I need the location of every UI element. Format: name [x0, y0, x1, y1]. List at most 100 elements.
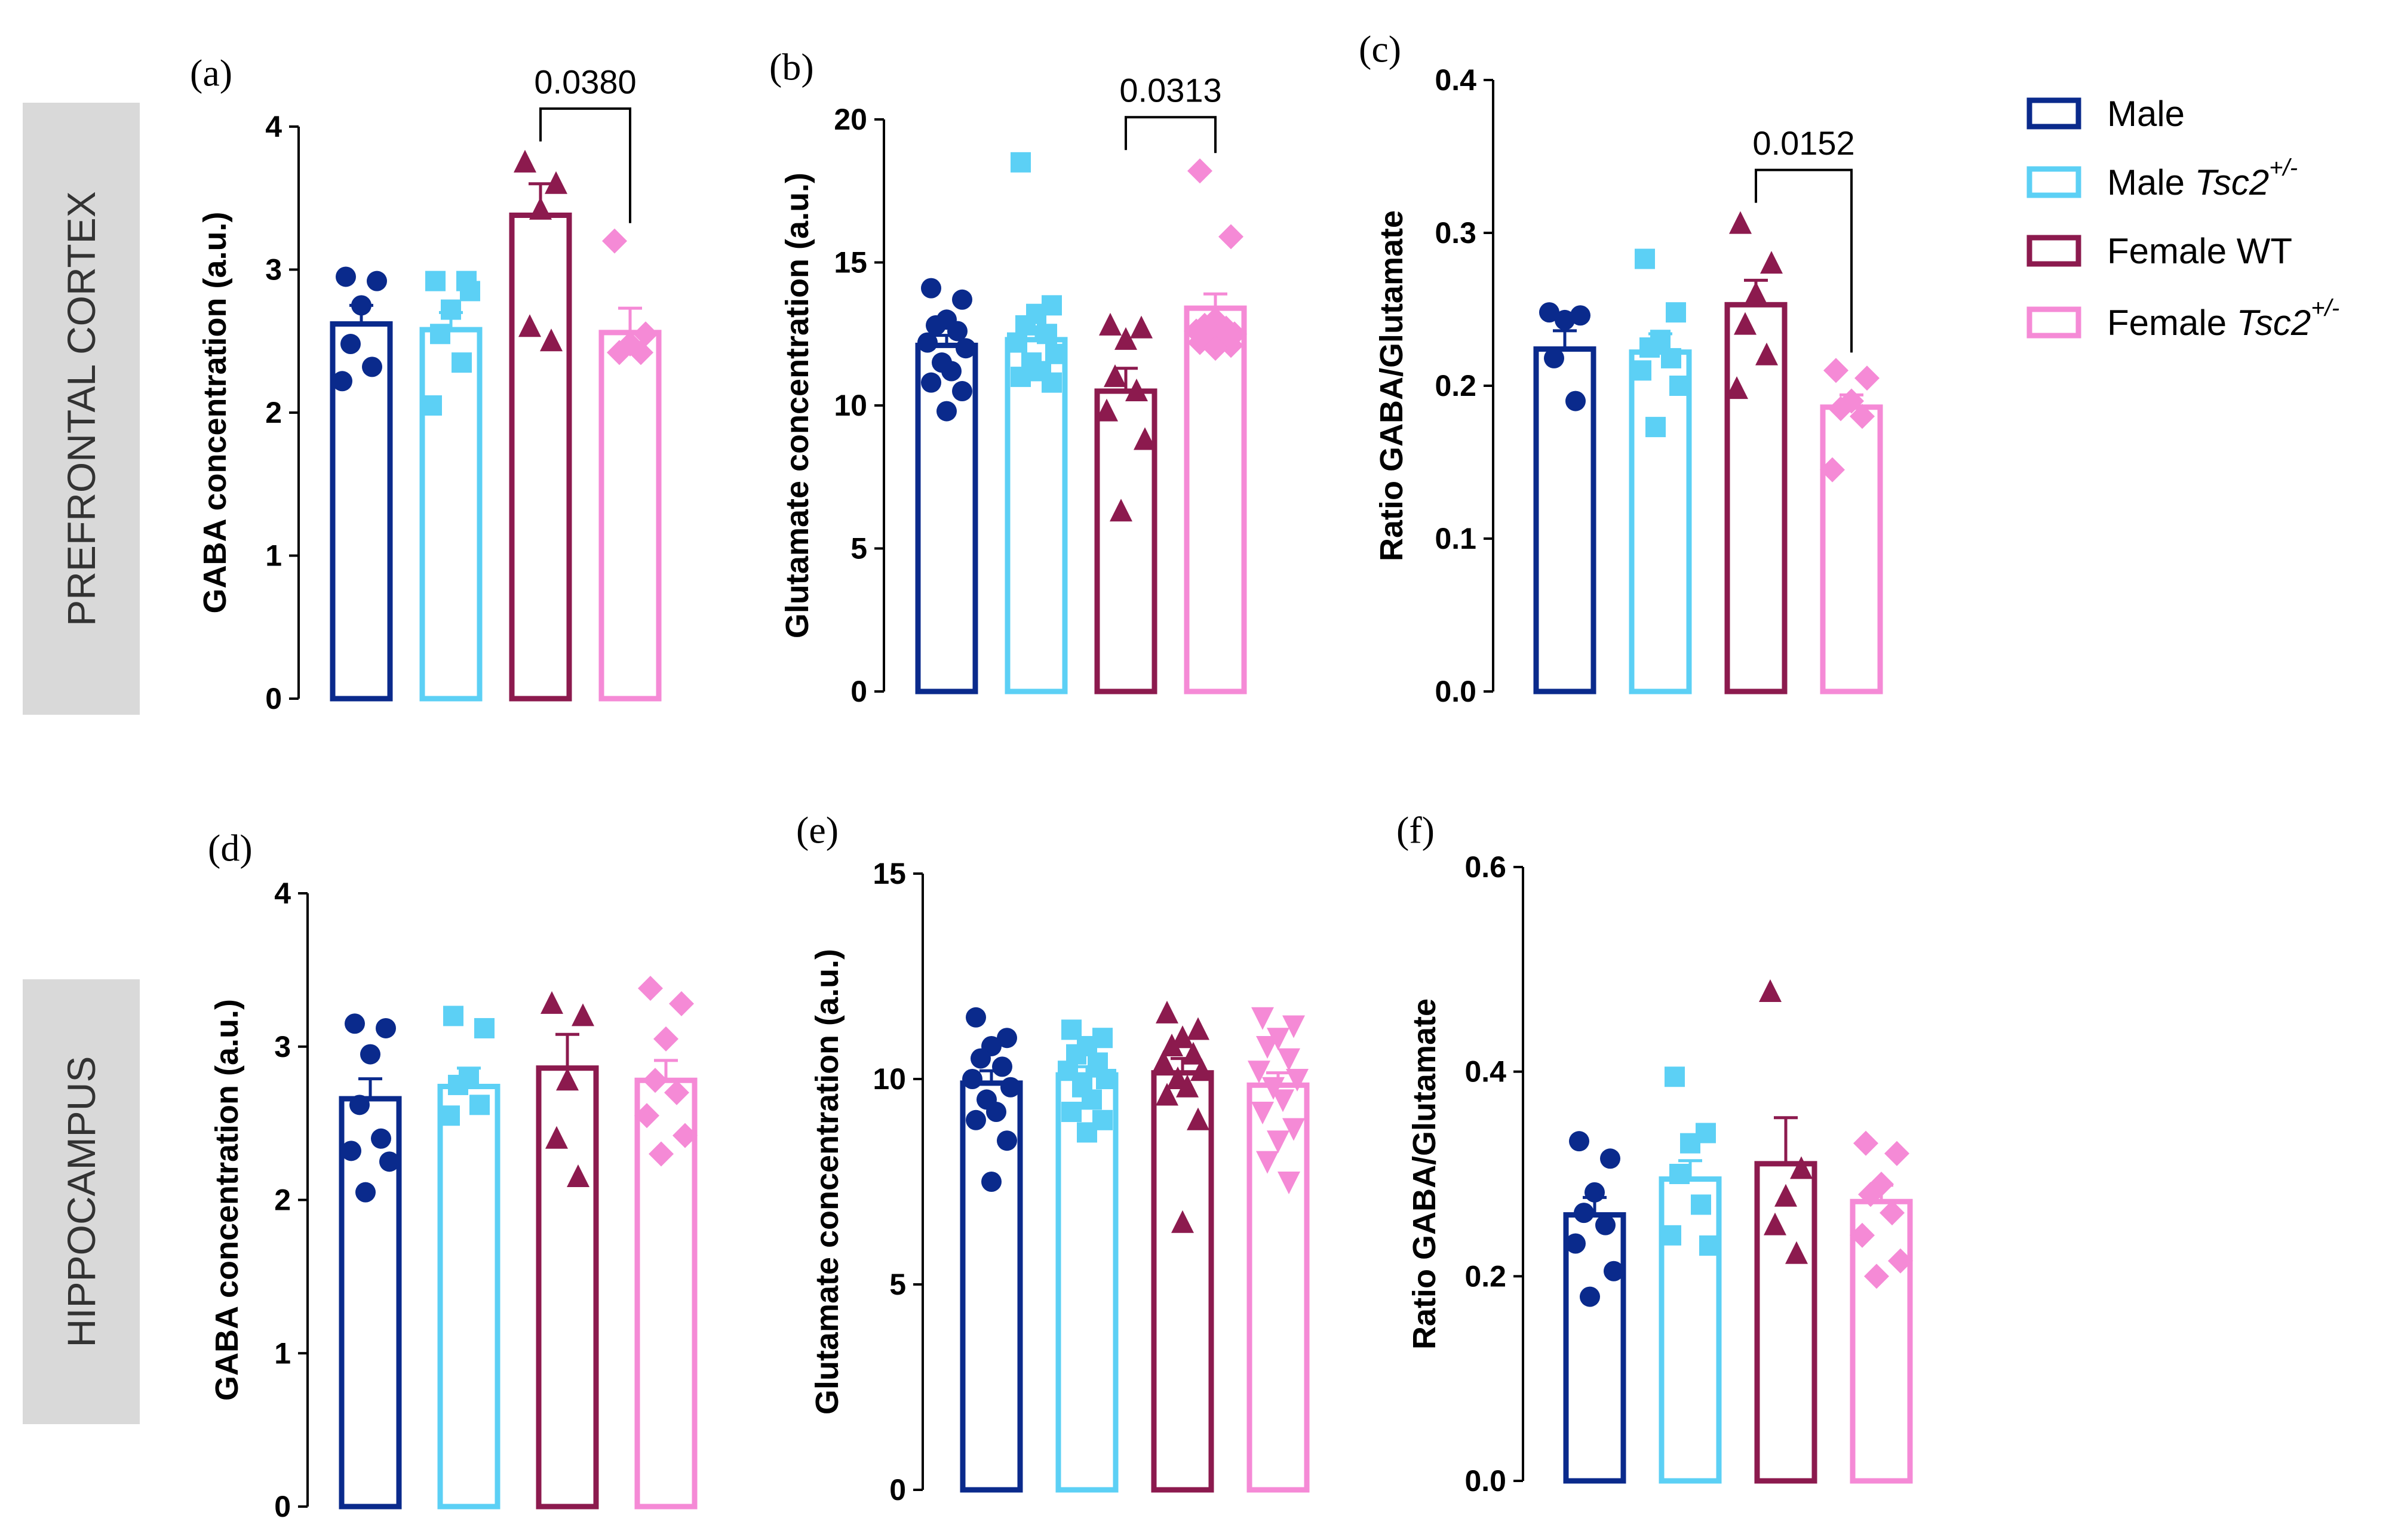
data-point	[1539, 302, 1559, 323]
y-tick-label: 10	[834, 389, 867, 422]
data-point	[422, 395, 442, 416]
data-point	[926, 315, 946, 336]
data-point	[1007, 332, 1027, 353]
data-point	[941, 361, 962, 382]
legend-label: Female Tsc2+/-	[2107, 295, 2339, 343]
data-point	[1785, 1241, 1808, 1264]
data-point	[1077, 1122, 1097, 1143]
legend-label-italic: Tsc2	[2195, 162, 2270, 202]
data-point	[1187, 1017, 1209, 1040]
data-point	[540, 328, 563, 352]
data-point	[952, 381, 972, 402]
data-point	[1251, 1102, 1274, 1125]
data-point	[443, 1006, 463, 1026]
data-point	[997, 1130, 1017, 1151]
y-axis-title: Ratio GABA/Glutamate	[1407, 998, 1442, 1350]
data-point	[1156, 1083, 1178, 1106]
data-point	[643, 1068, 668, 1093]
significance-bracket	[539, 107, 631, 223]
data-point	[1565, 1233, 1586, 1254]
data-point	[1823, 358, 1848, 383]
data-point	[1037, 324, 1057, 345]
data-point	[1680, 1133, 1700, 1154]
panel-letter: (a)	[190, 52, 232, 94]
data-point	[1171, 1210, 1194, 1233]
legend-label-main: Male	[2107, 162, 2195, 202]
data-point	[917, 332, 938, 353]
data-point	[1574, 1203, 1594, 1224]
data-point	[1099, 312, 1122, 336]
data-point	[1278, 1172, 1300, 1194]
data-point	[1755, 342, 1778, 365]
legend-label: Male Tsc2+/-	[2107, 155, 2298, 202]
panel: (c) 0.0 0.1 0.2 0.3 0.4 Ratio GABA/Glutamate 0.…	[1359, 28, 1883, 708]
data-point	[545, 1126, 568, 1149]
data-point	[379, 1151, 400, 1172]
data-point	[376, 1018, 396, 1038]
legend-item: Male Tsc2+/-	[2026, 155, 2298, 202]
data-point	[441, 299, 461, 320]
data-point	[1152, 1050, 1175, 1073]
y-tick-label: 5	[889, 1268, 906, 1301]
data-point	[1820, 457, 1845, 482]
data-point	[628, 340, 653, 365]
data-point	[1669, 376, 1690, 396]
data-point	[1248, 1061, 1270, 1084]
data-point	[1585, 1182, 1605, 1203]
data-point	[1666, 302, 1686, 323]
data-point	[952, 289, 972, 310]
data-point	[1888, 1248, 1913, 1274]
data-point	[1015, 315, 1036, 336]
data-point	[1061, 1102, 1082, 1123]
bar	[598, 330, 662, 702]
data-point	[1790, 1156, 1813, 1179]
data-point	[1555, 309, 1575, 330]
bar	[536, 1065, 599, 1510]
data-point	[634, 1103, 659, 1129]
y-tick-label: 0.4	[1464, 1055, 1506, 1089]
data-point	[1176, 1074, 1199, 1098]
y-tick-label: 10	[873, 1062, 906, 1096]
data-point	[1774, 1184, 1797, 1207]
y-tick-label: 15	[873, 857, 906, 890]
y-tick-label: 5	[850, 532, 867, 565]
data-point	[1218, 333, 1243, 358]
data-point	[425, 271, 446, 291]
legend-label: Female WT	[2107, 231, 2292, 271]
data-point	[1286, 1069, 1309, 1092]
data-point	[1104, 364, 1126, 388]
data-point	[1864, 1264, 1889, 1289]
data-point	[460, 281, 480, 302]
significance-label: 0.0313	[1119, 72, 1221, 109]
data-point	[355, 1182, 376, 1203]
y-tick-label: 15	[834, 246, 867, 279]
legend-label-superscript: +/-	[2269, 155, 2298, 181]
data-point	[1160, 1033, 1183, 1056]
y-tick-label: 0.0	[1435, 675, 1476, 708]
data-point	[956, 338, 976, 359]
panel-letter: (f)	[1396, 809, 1435, 852]
data-point	[638, 976, 663, 1001]
data-point	[669, 991, 694, 1016]
data-point	[1569, 1131, 1589, 1152]
data-point	[997, 1028, 1017, 1049]
panel: (a) 0 1 2 3 4 GABA concentration (a.u.) 0.0380	[190, 52, 662, 715]
data-point	[572, 1003, 594, 1026]
panel: (f) 0.0 0.2 0.4 0.6 Ratio GABA/Glutamate	[1396, 809, 1913, 1498]
data-point	[1190, 1058, 1213, 1081]
data-point	[962, 1069, 982, 1089]
data-point	[1691, 1194, 1711, 1215]
bar	[1184, 305, 1247, 694]
data-point	[518, 314, 541, 337]
bar	[1151, 1070, 1214, 1493]
bar	[1820, 404, 1883, 694]
legend-swatch	[2026, 306, 2081, 339]
panel: (d) 0 1 2 3 4 GABA concentration (a.u.)	[208, 827, 698, 1523]
legend-item: Male	[2026, 94, 2185, 134]
data-point	[1760, 251, 1783, 274]
data-point	[602, 228, 627, 254]
y-tick-label: 0	[889, 1473, 906, 1507]
data-point	[1665, 1066, 1685, 1087]
data-point	[1011, 152, 1031, 173]
data-point	[966, 1007, 986, 1028]
